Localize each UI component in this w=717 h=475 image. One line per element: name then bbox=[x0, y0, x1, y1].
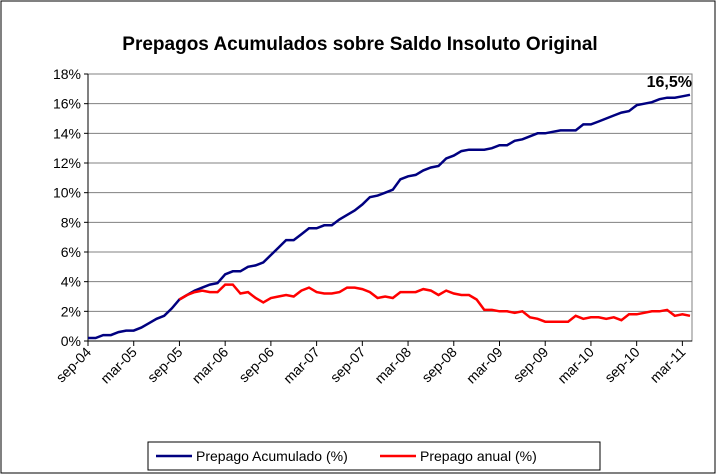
data-line bbox=[178, 283, 691, 323]
legend-box bbox=[147, 441, 601, 471]
legend: Prepago Acumulado (%) Prepago anual (%) bbox=[147, 441, 601, 471]
chart-title: Prepagos Acumulados sobre Saldo Insoluto… bbox=[122, 34, 597, 55]
y-tick-label: 18% bbox=[53, 66, 81, 82]
y-tick-label: 4% bbox=[61, 274, 81, 290]
y-tick-label: 8% bbox=[61, 214, 81, 230]
y-tick-label: 16% bbox=[53, 96, 81, 112]
y-tick-label: 6% bbox=[61, 244, 81, 260]
legend-label: Prepago anual (%) bbox=[420, 448, 537, 464]
annotation: 16,5% bbox=[647, 74, 692, 91]
y-tick-label: 14% bbox=[53, 125, 81, 141]
y-tick-label: 12% bbox=[53, 155, 81, 171]
y-tick-label: 10% bbox=[53, 185, 81, 201]
legend-label: Prepago Acumulado (%) bbox=[196, 448, 348, 464]
y-tick-label: 0% bbox=[61, 333, 81, 349]
y-tick-label: 2% bbox=[61, 303, 81, 319]
